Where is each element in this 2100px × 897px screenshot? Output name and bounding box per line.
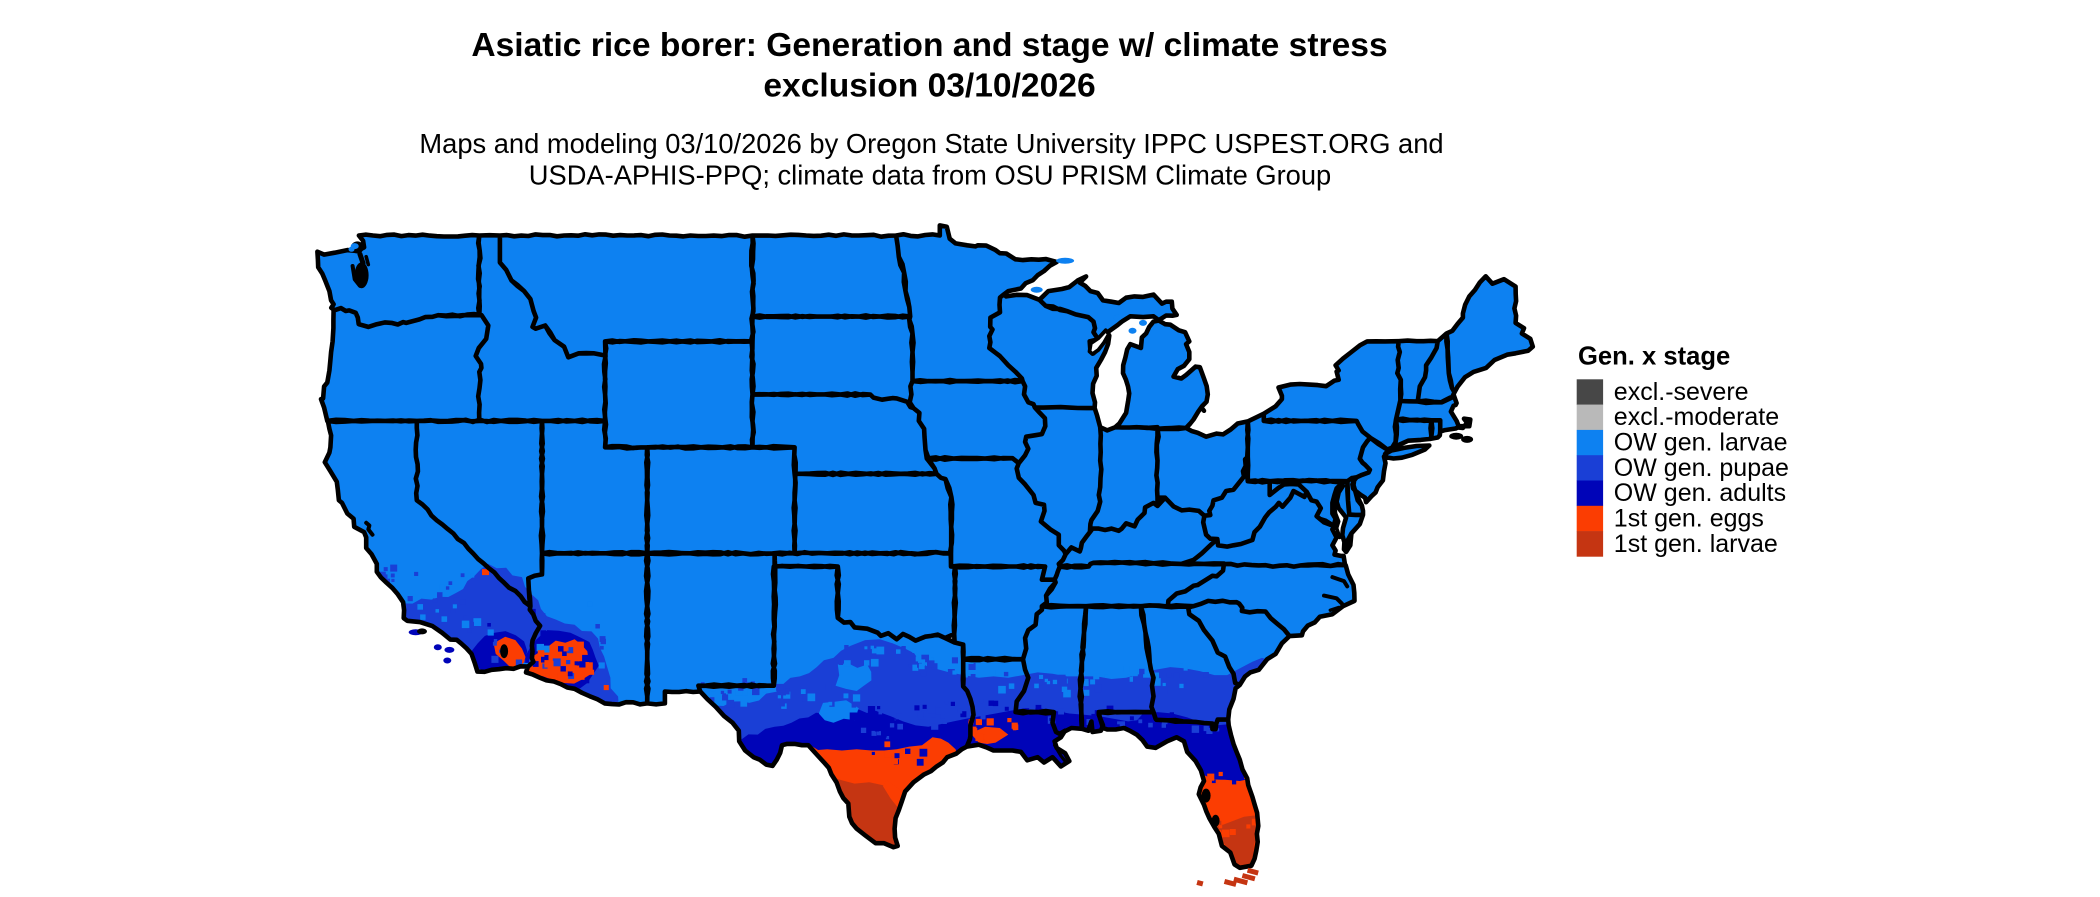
svg-text:excl.-severe: excl.-severe <box>1614 378 1749 406</box>
svg-text:1st gen. eggs: 1st gen. eggs <box>1614 505 1764 533</box>
svg-text:OW gen. larvae: OW gen. larvae <box>1614 429 1788 457</box>
svg-text:1st gen. larvae: 1st gen. larvae <box>1614 530 1778 558</box>
svg-text:OW gen. pupae: OW gen. pupae <box>1614 454 1789 482</box>
svg-text:exclusion 03/10/2026: exclusion 03/10/2026 <box>763 67 1095 104</box>
svg-text:Maps and modeling 03/10/2026 b: Maps and modeling 03/10/2026 by Oregon S… <box>419 128 1443 159</box>
svg-text:Asiatic rice borer: Generation: Asiatic rice borer: Generation and stage… <box>471 27 1387 64</box>
svg-text:excl.-moderate: excl.-moderate <box>1614 403 1779 431</box>
svg-text:USDA-APHIS-PPQ; climate data f: USDA-APHIS-PPQ; climate data from OSU PR… <box>529 160 1331 191</box>
svg-text:OW gen. adults: OW gen. adults <box>1614 479 1786 507</box>
svg-text:Gen. x stage: Gen. x stage <box>1578 343 1730 371</box>
